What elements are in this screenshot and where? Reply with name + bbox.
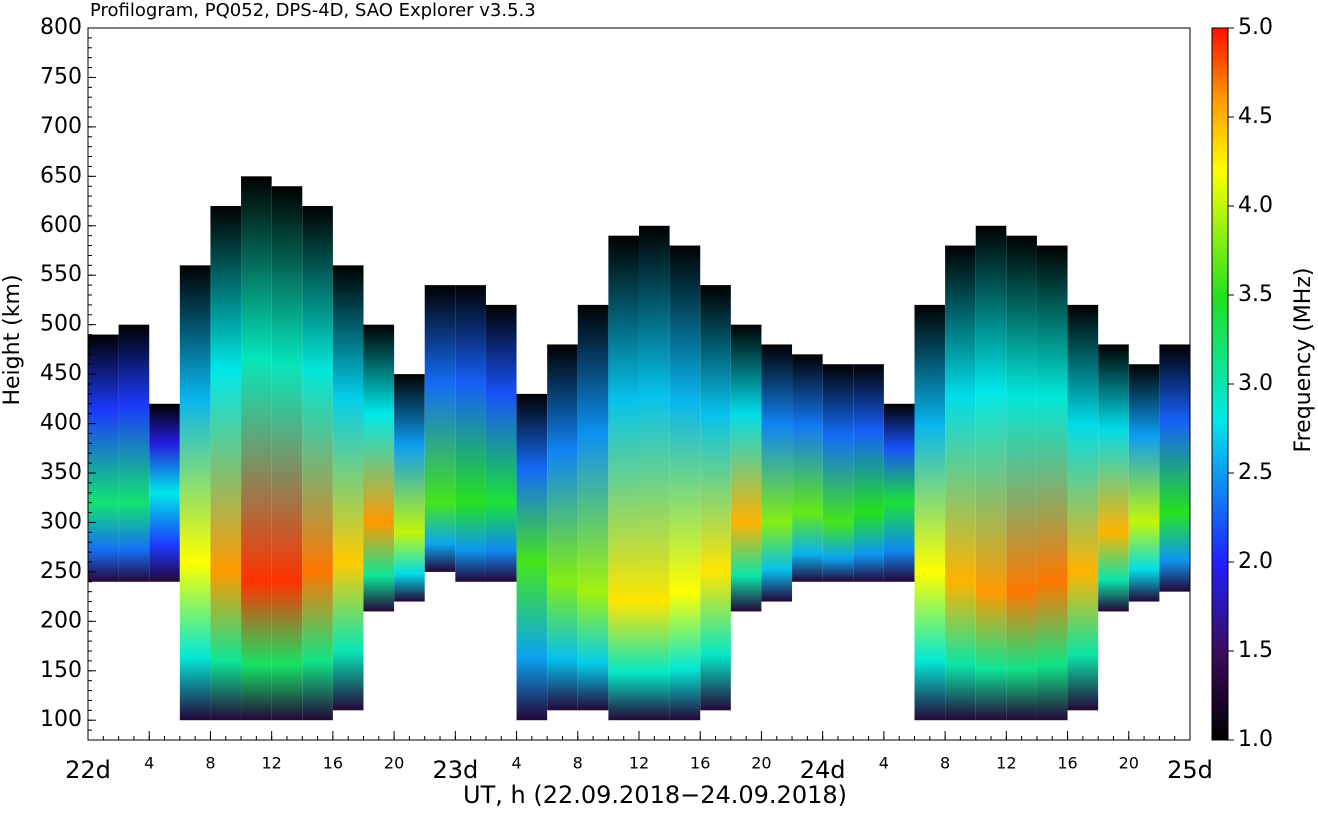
profile-column [1036, 245, 1068, 721]
profile-column [761, 344, 793, 602]
profile-column [302, 206, 333, 721]
columns [88, 176, 1190, 721]
profile-column [1098, 344, 1129, 612]
y-tick-label: 200 [40, 608, 82, 633]
profile-column [485, 304, 517, 582]
chart-title: Profilogram, PQ052, DPS-4D, SAO Explorer… [90, 0, 536, 21]
x-tick-label: 16 [1057, 754, 1077, 773]
y-tick-label: 600 [40, 213, 82, 238]
colorbar-tick-label: 2.5 [1238, 460, 1273, 485]
profile-column [394, 374, 425, 602]
profile-column [730, 324, 762, 612]
colorbar-tick-label: 4.0 [1238, 193, 1273, 218]
y-tick-label: 450 [40, 361, 82, 386]
profile-column [608, 235, 639, 721]
x-tick-label: 20 [1119, 754, 1139, 773]
colorbar-tick-label: 1.0 [1238, 727, 1273, 752]
y-axis-label: Height (km) [0, 274, 25, 405]
y-tick-label: 350 [40, 460, 82, 485]
colorbar-tick-label: 3.0 [1238, 371, 1273, 396]
profile-column [914, 304, 946, 721]
profile-column [883, 403, 915, 582]
profile-column [179, 265, 211, 721]
profile-column [332, 265, 364, 711]
colorbar-tick-label: 1.5 [1238, 638, 1273, 663]
profile-column [639, 225, 670, 721]
x-tick-label: 8 [940, 754, 950, 773]
colorbar-tick-label: 5.0 [1238, 15, 1273, 40]
profile-column [975, 225, 1007, 721]
profile-column [455, 285, 486, 582]
profile-column [1128, 364, 1160, 602]
x-tick-label: 8 [205, 754, 215, 773]
profile-column [853, 364, 884, 582]
profile-column [149, 403, 180, 582]
y-tick-label: 400 [40, 411, 82, 436]
x-tick-label: 4 [511, 754, 521, 773]
profile-column [363, 324, 395, 612]
x-tick-label: 12 [996, 754, 1016, 773]
profile-column [700, 285, 731, 711]
x-tick-label: 20 [384, 754, 404, 773]
y-tick-label: 250 [40, 559, 82, 584]
y-tick-label: 100 [40, 707, 82, 732]
y-tick-label: 650 [40, 163, 82, 188]
profile-column [1006, 235, 1037, 721]
y-tick-label: 150 [40, 658, 82, 683]
profile-column [577, 304, 609, 711]
y-tick-label: 750 [40, 64, 82, 89]
x-tick-label: 8 [573, 754, 583, 773]
x-tick-label: 25d [1167, 756, 1213, 784]
y-tick-label: 800 [40, 15, 82, 40]
profile-column [241, 176, 272, 721]
profile-column [792, 354, 823, 582]
colorbar-label: Frequency (MHz) [1291, 268, 1316, 453]
x-tick-label: 16 [690, 754, 710, 773]
profile-column [210, 206, 242, 721]
x-tick-label: 20 [751, 754, 771, 773]
y-tick-label: 300 [40, 509, 82, 534]
x-tick-label: 23d [432, 756, 478, 784]
profile-column [1067, 304, 1099, 711]
profile-column [516, 393, 548, 721]
profile-column [945, 245, 976, 721]
colorbar [1211, 27, 1229, 741]
profile-column [88, 334, 119, 582]
x-tick-label: 4 [144, 754, 154, 773]
x-tick-label: 24d [800, 756, 846, 784]
x-tick-label: 22d [65, 756, 111, 784]
y-tick-label: 550 [40, 262, 82, 287]
profile-column [669, 245, 701, 721]
x-tick-label: 12 [261, 754, 281, 773]
profile-column [118, 324, 150, 582]
profile-column [1159, 344, 1190, 592]
profile-column [822, 364, 854, 582]
colorbar-tick-label: 2.0 [1238, 549, 1273, 574]
colorbar-tick-label: 4.5 [1238, 104, 1273, 129]
y-tick-label: 700 [40, 114, 82, 139]
x-tick-label: 12 [629, 754, 649, 773]
profile-column [424, 285, 456, 572]
profile-column [547, 344, 578, 711]
x-tick-label: 4 [879, 754, 889, 773]
profile-column [271, 186, 303, 721]
x-axis-label: UT, h (22.09.2018−24.09.2018) [463, 781, 847, 809]
y-tick-label: 500 [40, 312, 82, 337]
x-tick-label: 16 [323, 754, 343, 773]
colorbar-tick-label: 3.5 [1238, 282, 1273, 307]
